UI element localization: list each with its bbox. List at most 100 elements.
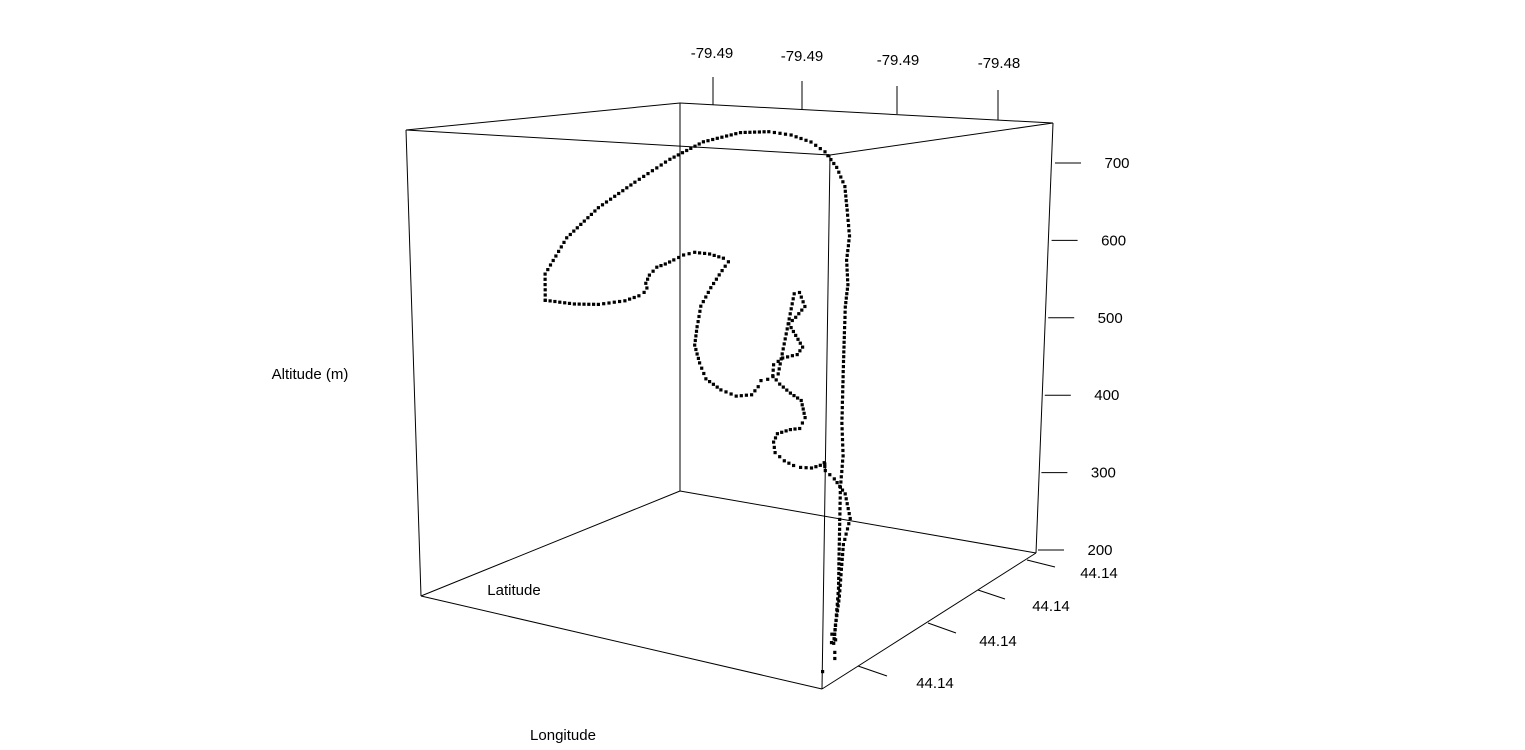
track-point-251: [798, 349, 802, 353]
track-point-39: [668, 157, 672, 161]
track-point-348: [628, 297, 632, 301]
track-point-74: [829, 158, 833, 162]
track-point-329: [703, 251, 707, 255]
track-point-151: [837, 542, 841, 546]
track-point-211: [818, 463, 822, 467]
track-point-109: [843, 326, 847, 330]
track-point-171: [832, 641, 836, 645]
track-point-108: [843, 320, 847, 325]
track-point-290: [744, 393, 748, 397]
track-point-361: [563, 301, 567, 305]
track-point-95: [845, 258, 849, 262]
track-point-183: [838, 583, 842, 587]
track-point-75: [832, 161, 836, 166]
track-point-241: [778, 382, 782, 386]
track-point-201: [843, 492, 847, 496]
x-tick-label-2: -79.49: [781, 48, 824, 65]
track-point-99: [846, 278, 850, 282]
track-point-286: [759, 379, 763, 383]
z-tick-label-400: 400: [1094, 387, 1119, 404]
track-point-100: [846, 283, 850, 287]
track-point-111: [842, 335, 846, 340]
track-point-199: [845, 502, 849, 506]
track-point-230: [800, 421, 804, 425]
track-point-327: [712, 253, 716, 257]
track-point-227: [788, 428, 792, 432]
track-point-283: [776, 372, 780, 376]
track-point-43: [685, 148, 689, 153]
track-point-314: [699, 304, 703, 308]
track-point-153: [837, 552, 841, 556]
track-point-159: [837, 581, 841, 585]
track-point-130: [840, 432, 844, 436]
track-point-107: [843, 315, 847, 319]
track-point-132: [841, 443, 845, 447]
track-point-144: [838, 507, 842, 511]
track-point-139: [839, 480, 843, 484]
y-tick-2: [977, 589, 1006, 600]
track-point-81: [843, 189, 847, 193]
track-point-337: [663, 262, 667, 266]
track-point-88: [847, 224, 851, 228]
track-point-303: [696, 356, 700, 360]
track-point-40: [672, 155, 676, 159]
track-point-158: [837, 576, 841, 580]
track-point-42: [680, 151, 685, 155]
track-point-257: [789, 326, 793, 330]
track-point-44: [689, 146, 693, 150]
track-point-245: [772, 363, 776, 367]
track-point-101: [845, 287, 849, 291]
track-point-173: [833, 632, 837, 636]
track-point-66: [794, 135, 798, 139]
track-point-285: [766, 377, 770, 381]
track-point-301: [700, 366, 704, 370]
track-point-155: [837, 562, 841, 566]
track-point-191: [841, 543, 845, 547]
z-tick-label-700: 700: [1104, 155, 1129, 172]
track-point-55: [738, 131, 743, 135]
track-point-307: [693, 338, 697, 343]
track-point-104: [844, 301, 848, 305]
track-point-12: [562, 240, 566, 244]
track-point-316: [704, 295, 708, 299]
track-point-49: [711, 137, 715, 142]
z-tick-label-600: 600: [1101, 232, 1126, 249]
track-point-134: [841, 454, 845, 458]
box-edge-left-vertical: [405, 129, 422, 597]
cluster-point-369: [833, 650, 837, 654]
track-point-135: [841, 459, 845, 463]
y-axis-label: Latitude: [487, 582, 540, 599]
track-point-264: [801, 300, 805, 304]
track-point-223: [773, 436, 778, 440]
track-point-124: [840, 400, 844, 404]
track-point-325: [721, 256, 725, 260]
box-edge-back-top: [679, 102, 1054, 124]
track-point-83: [844, 199, 848, 203]
z-axis-label: Altitude (m): [272, 366, 349, 383]
track-point-197: [847, 512, 851, 516]
track-point-198: [846, 507, 850, 511]
track-point-312: [697, 314, 701, 319]
track-point-15: [572, 229, 576, 233]
track-point-320: [714, 277, 718, 281]
track-point-350: [618, 299, 622, 304]
track-point-255: [794, 333, 798, 337]
track-point-3: [543, 283, 547, 287]
track-point-208: [823, 465, 827, 469]
track-point-142: [838, 496, 842, 500]
track-point-353: [602, 302, 606, 306]
track-point-178: [835, 609, 840, 613]
track-point-333: [682, 253, 686, 257]
track-point-204: [835, 481, 839, 485]
track-point-92: [846, 244, 850, 248]
track-point-33: [642, 174, 646, 178]
track-point-161: [836, 591, 840, 596]
track-point-214: [804, 466, 808, 470]
track-point-363: [553, 299, 557, 304]
track-point-19: [586, 216, 590, 220]
track-point-336: [668, 260, 672, 264]
track-point-347: [632, 295, 636, 300]
track-point-90: [847, 234, 852, 238]
track-point-27: [617, 191, 621, 196]
track-point-233: [801, 407, 805, 411]
